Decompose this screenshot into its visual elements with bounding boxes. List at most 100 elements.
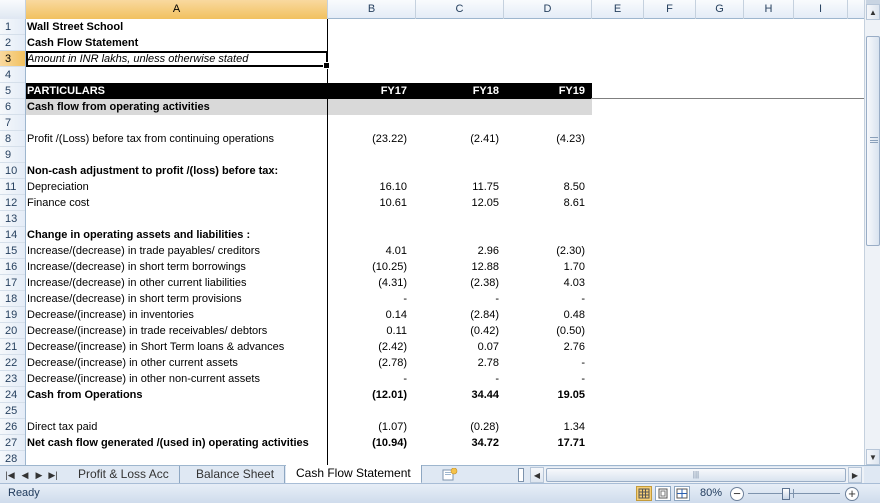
cell-d11[interactable]: 8.50 bbox=[563, 181, 585, 193]
cell-a17[interactable]: Increase/(decrease) in other current lia… bbox=[27, 277, 247, 289]
row-header-3[interactable]: 3 bbox=[0, 51, 25, 67]
zoom-slider-track[interactable] bbox=[748, 493, 840, 494]
cell-c22[interactable]: 2.78 bbox=[477, 357, 499, 369]
cell-a9[interactable] bbox=[27, 147, 327, 163]
select-all-corner[interactable] bbox=[0, 0, 26, 19]
cell-a12[interactable]: Finance cost bbox=[27, 197, 90, 209]
column-header-f[interactable]: F bbox=[644, 0, 696, 19]
cell-b16[interactable]: (10.25) bbox=[372, 261, 407, 273]
prev-sheet-icon[interactable]: ◀ bbox=[21, 470, 29, 480]
cell-a7[interactable] bbox=[27, 115, 327, 131]
cell-b18[interactable]: - bbox=[403, 293, 407, 305]
cell-a21[interactable]: Decrease/(increase) in Short Term loans … bbox=[27, 341, 285, 353]
cell-a2[interactable]: Cash Flow Statement bbox=[27, 37, 139, 49]
horizontal-scrollbar[interactable]: ◀ ||| ▶ bbox=[530, 467, 864, 483]
row-header-7[interactable]: 7 bbox=[0, 115, 25, 131]
cell-c27[interactable]: 34.72 bbox=[471, 437, 499, 449]
tab-cash-flow-statement[interactable]: Cash Flow Statement bbox=[286, 465, 422, 484]
scroll-left-icon[interactable]: ◀ bbox=[530, 467, 544, 483]
cell-c16[interactable]: 12.88 bbox=[471, 261, 499, 273]
cell-a5[interactable]: PARTICULARS bbox=[27, 85, 106, 97]
cell-c11[interactable]: 11.75 bbox=[472, 181, 499, 193]
cell-d19[interactable]: 0.48 bbox=[563, 309, 585, 321]
worksheet-grid[interactable]: Net cash flow generated /(used in) opera… bbox=[26, 19, 864, 465]
row-header-4[interactable]: 4 bbox=[0, 67, 25, 83]
cell-d20[interactable]: (0.50) bbox=[556, 325, 585, 337]
row-header-22[interactable]: 22 bbox=[0, 355, 25, 371]
tab-split-handle[interactable] bbox=[518, 468, 524, 482]
cell-a23[interactable]: Decrease/(increase) in other non-current… bbox=[27, 373, 260, 385]
cell-c17[interactable]: (2.38) bbox=[470, 277, 499, 289]
cell-a10[interactable]: Non-cash adjustment to profit /(loss) be… bbox=[27, 165, 279, 177]
cell-d18[interactable]: - bbox=[581, 293, 585, 305]
cell-a24[interactable]: Cash from Operations bbox=[27, 389, 143, 401]
zoom-in-icon[interactable]: + bbox=[845, 487, 859, 501]
last-sheet-icon[interactable]: ▶| bbox=[48, 470, 58, 480]
cell-a18[interactable]: Increase/(decrease) in short term provis… bbox=[27, 293, 242, 305]
row-header-14[interactable]: 14 bbox=[0, 227, 25, 243]
column-header-c[interactable]: C bbox=[416, 0, 504, 19]
cell-a16[interactable]: Increase/(decrease) in short term borrow… bbox=[27, 261, 246, 273]
cell-d5[interactable]: FY19 bbox=[558, 85, 585, 97]
cell-b27[interactable]: (10.94) bbox=[372, 437, 407, 449]
cell-a6[interactable]: Cash flow from operating activities bbox=[27, 101, 210, 113]
zoom-out-icon[interactable]: − bbox=[730, 487, 744, 501]
scroll-right-icon[interactable]: ▶ bbox=[848, 467, 862, 483]
cell-a15[interactable]: Increase/(decrease) in trade payables/ c… bbox=[27, 245, 260, 257]
cell-d15[interactable]: (2.30) bbox=[556, 245, 585, 257]
active-cell-a3[interactable] bbox=[26, 51, 330, 69]
tab-profit-loss[interactable]: Profit & Loss Acc bbox=[68, 466, 180, 483]
row-header-2[interactable]: 2 bbox=[0, 35, 25, 51]
cell-c21[interactable]: 0.07 bbox=[477, 341, 499, 353]
cell-b19[interactable]: 0.14 bbox=[385, 309, 407, 321]
row-header-23[interactable]: 23 bbox=[0, 371, 25, 387]
cell-a8[interactable]: Profit /(Loss) before tax from continuin… bbox=[27, 133, 275, 145]
row-header-25[interactable]: 25 bbox=[0, 403, 25, 419]
insert-sheet-icon[interactable] bbox=[442, 468, 458, 481]
row-header-16[interactable]: 16 bbox=[0, 259, 25, 275]
column-header-g[interactable]: G bbox=[696, 0, 744, 19]
scroll-up-icon[interactable]: ▲ bbox=[866, 4, 880, 20]
row-header-6[interactable]: 6 bbox=[0, 99, 25, 115]
cell-b23[interactable]: - bbox=[403, 373, 407, 385]
row-header-8[interactable]: 8 bbox=[0, 131, 25, 147]
cell-b5[interactable]: FY17 bbox=[380, 85, 407, 97]
row-header-27[interactable]: 27 bbox=[0, 435, 25, 451]
row-header-9[interactable]: 9 bbox=[0, 147, 25, 163]
column-header-j[interactable] bbox=[848, 0, 864, 19]
column-header-a[interactable]: A bbox=[26, 0, 328, 19]
cell-a20[interactable]: Decrease/(increase) in trade receivables… bbox=[27, 325, 268, 337]
cell-d8[interactable]: (4.23) bbox=[556, 133, 585, 145]
cell-a3[interactable]: Amount in INR lakhs, unless otherwise st… bbox=[27, 53, 249, 65]
row-header-10[interactable]: 10 bbox=[0, 163, 25, 179]
cell-d16[interactable]: 1.70 bbox=[563, 261, 585, 273]
cell-b8[interactable]: (23.22) bbox=[372, 133, 407, 145]
vertical-scroll-thumb[interactable] bbox=[866, 36, 880, 246]
cell-b12[interactable]: 10.61 bbox=[379, 197, 407, 209]
row-header-17[interactable]: 17 bbox=[0, 275, 25, 291]
row-header-12[interactable]: 12 bbox=[0, 195, 25, 211]
cell-c20[interactable]: (0.42) bbox=[470, 325, 499, 337]
row-header-1[interactable]: 1 bbox=[0, 19, 25, 35]
row-header-18[interactable]: 18 bbox=[0, 291, 25, 307]
scroll-down-icon[interactable]: ▼ bbox=[866, 449, 880, 465]
vertical-scrollbar[interactable]: ▲ ▼ bbox=[864, 0, 880, 465]
cell-a14[interactable]: Change in operating assets and liabiliti… bbox=[27, 229, 251, 241]
page-break-view-icon[interactable] bbox=[674, 486, 690, 501]
cell-b11[interactable]: 16.10 bbox=[379, 181, 407, 193]
cell-d24[interactable]: 19.05 bbox=[557, 389, 585, 401]
column-header-e[interactable]: E bbox=[592, 0, 644, 19]
cell-b22[interactable]: (2.78) bbox=[378, 357, 407, 369]
cell-a25[interactable] bbox=[27, 403, 327, 419]
page-layout-view-icon[interactable] bbox=[655, 486, 671, 501]
cell-a13[interactable] bbox=[27, 211, 327, 227]
cell-b15[interactable]: 4.01 bbox=[385, 245, 407, 257]
cell-b17[interactable]: (4.31) bbox=[378, 277, 407, 289]
cell-a28[interactable] bbox=[27, 451, 327, 465]
row-header-11[interactable]: 11 bbox=[0, 179, 25, 195]
row-header-5[interactable]: 5 bbox=[0, 83, 25, 99]
tab-balance-sheet[interactable]: Balance Sheet bbox=[186, 466, 286, 483]
cell-b21[interactable]: (2.42) bbox=[378, 341, 407, 353]
cell-a27[interactable]: Net cash flow generated /(used in) opera… bbox=[27, 437, 309, 449]
next-sheet-icon[interactable]: ▶ bbox=[35, 470, 43, 480]
